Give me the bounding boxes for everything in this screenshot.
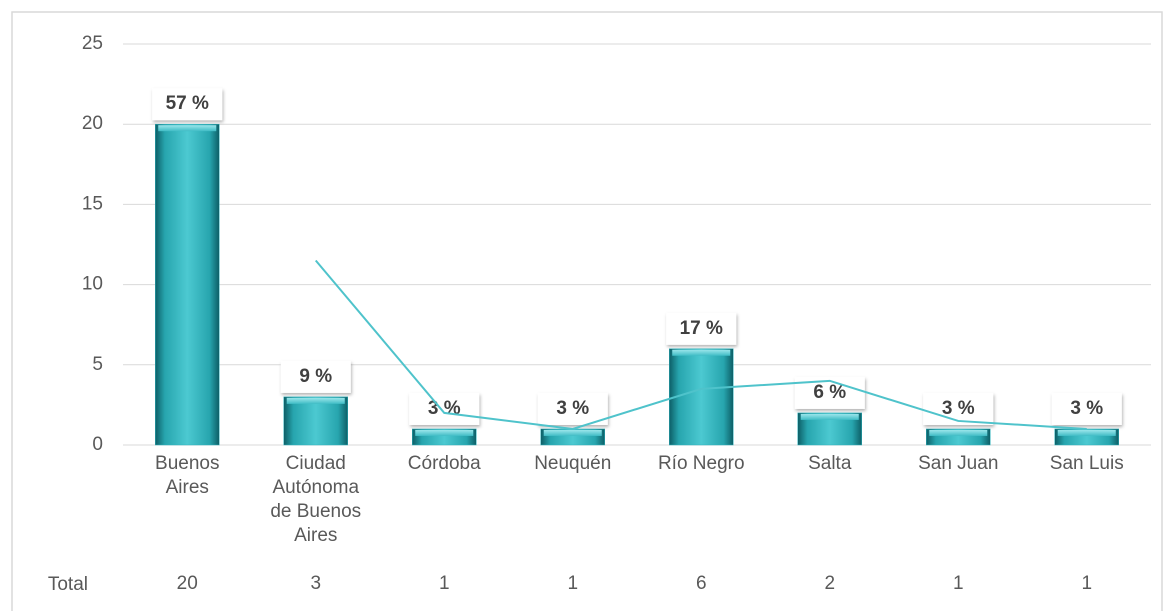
data-label-box: [923, 392, 994, 425]
y-tick-label: 0: [92, 434, 103, 455]
bar: [926, 428, 991, 446]
data-label: 3 %: [428, 398, 461, 419]
x-tick-label: San Juan: [918, 453, 999, 474]
bar: [283, 396, 348, 446]
bar: [797, 412, 862, 446]
y-tick-label: 20: [82, 113, 103, 134]
chart-border: [11, 11, 1163, 611]
data-label-box: [666, 312, 737, 345]
data-label: 17 %: [680, 318, 723, 339]
data-label-box: [152, 88, 223, 121]
data-label: 9 %: [299, 366, 332, 387]
table-value: 2: [824, 573, 836, 594]
table-label: Total: [48, 574, 88, 595]
bar: [540, 428, 605, 446]
bar: [669, 348, 734, 446]
data-label-box: [409, 392, 480, 425]
table-value: 1: [438, 573, 450, 594]
data-label: 3 %: [942, 398, 975, 419]
data-label-box: [1051, 392, 1122, 425]
table-value: 1: [952, 573, 964, 594]
y-tick-label: 5: [92, 354, 103, 375]
data-label: 3 %: [556, 398, 589, 419]
bar: [155, 123, 220, 446]
x-tick-label: Río Negro: [657, 453, 745, 474]
x-tick-label: San Luis: [1049, 453, 1124, 474]
table-value: 1: [567, 573, 579, 594]
x-tick-label: Ciudad Autónoma de Buenos Aires: [270, 453, 362, 546]
y-tick-label: 25: [82, 33, 103, 54]
x-tick-label: Córdoba: [407, 453, 481, 474]
y-tick-label: 15: [82, 193, 103, 214]
table-value: 20: [176, 573, 198, 594]
trend-line: [314, 259, 1087, 430]
y-tick-label: 10: [82, 274, 103, 295]
x-tick-label: Buenos Aires: [155, 453, 220, 498]
table-value: 6: [695, 573, 707, 594]
data-label: 3 %: [1070, 398, 1103, 419]
data-label: 6 %: [813, 382, 846, 403]
bar: [1054, 428, 1119, 446]
data-label-box: [280, 360, 351, 393]
bar: [412, 428, 477, 446]
table-value: 3: [310, 573, 322, 594]
table-value: 1: [1081, 573, 1093, 594]
data-label-box: [537, 392, 608, 425]
x-tick-label: Neuquén: [534, 453, 612, 474]
data-label: 57 %: [166, 93, 209, 114]
x-tick-label: Salta: [808, 453, 852, 474]
